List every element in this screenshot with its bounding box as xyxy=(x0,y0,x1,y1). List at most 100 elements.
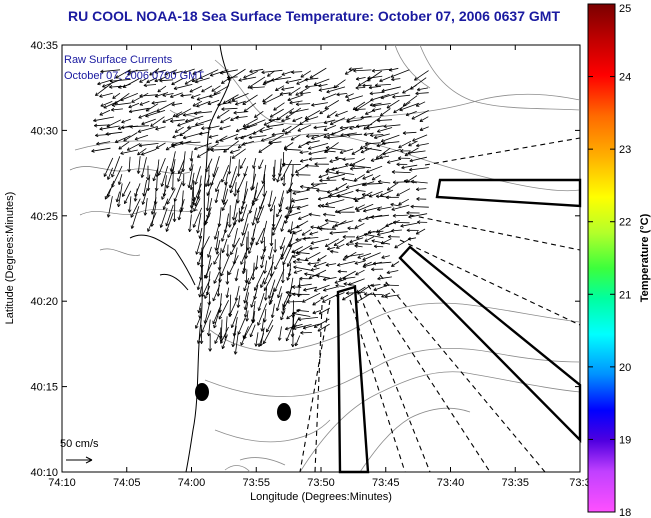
current-vector xyxy=(107,167,113,180)
current-vector-head xyxy=(355,87,359,90)
current-vector xyxy=(266,123,284,128)
current-vector-head xyxy=(308,275,312,279)
current-vector xyxy=(353,197,366,200)
current-vector xyxy=(371,174,381,181)
current-vector xyxy=(197,252,203,266)
current-vector xyxy=(287,255,294,267)
current-vector xyxy=(402,131,417,134)
current-vector xyxy=(296,204,309,210)
current-vector xyxy=(252,167,255,190)
current-vector xyxy=(195,119,212,126)
current-vector-head xyxy=(357,255,361,259)
current-vector xyxy=(210,69,229,76)
current-vector-head xyxy=(250,319,253,323)
current-vector-head xyxy=(248,282,252,285)
current-vector xyxy=(407,150,426,154)
current-vector-head xyxy=(304,79,308,82)
current-vector-head xyxy=(177,123,180,126)
current-vector-head xyxy=(111,109,115,112)
current-vector-head xyxy=(273,174,276,178)
current-vector-head xyxy=(325,262,329,266)
current-vector-head xyxy=(415,91,419,94)
current-vector xyxy=(199,131,210,135)
current-vector xyxy=(261,69,283,73)
current-vector-head xyxy=(217,102,221,106)
current-vector-head xyxy=(365,218,369,220)
current-vector-head xyxy=(374,137,378,140)
current-vector-head xyxy=(174,129,178,133)
current-vector-head xyxy=(377,129,380,132)
current-vector xyxy=(281,125,292,132)
current-vector-head xyxy=(312,310,316,314)
current-vector-head xyxy=(235,101,238,105)
current-vector-head xyxy=(343,282,347,285)
current-vector-head xyxy=(391,207,395,210)
current-vector-head xyxy=(145,116,149,118)
current-vector-head xyxy=(387,160,390,163)
current-vector-head xyxy=(252,165,254,169)
current-vector-head xyxy=(358,220,362,222)
current-vector-head xyxy=(155,145,159,149)
current-vector-head xyxy=(197,309,199,314)
current-vector-head xyxy=(310,225,314,228)
current-vector-head xyxy=(251,304,254,308)
current-vector-head xyxy=(391,171,395,174)
current-vector-head xyxy=(414,77,417,81)
current-vector xyxy=(306,183,321,191)
current-vector-head xyxy=(272,233,276,236)
current-vector xyxy=(242,212,249,236)
current-vector-head xyxy=(293,265,297,268)
current-vector-head xyxy=(355,76,359,80)
current-vector xyxy=(139,77,149,83)
current-vector xyxy=(318,196,330,200)
current-vector xyxy=(286,182,294,194)
current-vector xyxy=(211,85,221,92)
current-vector xyxy=(412,134,428,142)
current-vector xyxy=(279,92,291,95)
current-vector-head xyxy=(194,181,196,185)
current-vector-head xyxy=(150,123,153,127)
current-vector-head xyxy=(271,174,275,178)
current-vector-head xyxy=(276,178,278,183)
current-vector-head xyxy=(177,216,180,221)
current-vector-head xyxy=(249,71,253,74)
current-vector-head xyxy=(122,194,126,197)
current-vector xyxy=(255,182,266,202)
current-vector-head xyxy=(209,94,212,98)
current-vector-head xyxy=(363,183,367,187)
colorbar-tick-label: 24 xyxy=(619,72,631,84)
current-vector-head xyxy=(386,105,389,109)
current-vector-head xyxy=(194,149,198,151)
current-vector-head xyxy=(381,88,385,92)
current-vector xyxy=(215,189,220,203)
current-vector-head xyxy=(394,244,397,248)
current-vector-head xyxy=(190,210,194,214)
current-vector-head xyxy=(190,158,194,162)
current-vector-head xyxy=(159,78,163,82)
current-vector-head xyxy=(323,122,328,125)
current-vector-head xyxy=(331,167,335,171)
current-vector-head xyxy=(330,249,334,252)
current-vector xyxy=(377,119,393,121)
current-vector-head xyxy=(121,125,125,128)
current-vector-head xyxy=(355,189,359,193)
current-vector xyxy=(287,94,303,101)
current-vector xyxy=(160,207,168,228)
current-vector-head xyxy=(373,135,377,139)
current-vector-head xyxy=(226,281,230,285)
current-vector-head xyxy=(382,151,386,155)
scale-label: 50 cm/s xyxy=(60,438,99,450)
current-vector xyxy=(289,100,303,104)
current-vector-head xyxy=(346,121,350,124)
current-vector-head xyxy=(340,134,344,137)
current-vector xyxy=(391,261,400,267)
current-vector-head xyxy=(237,200,240,204)
current-vector xyxy=(372,103,391,107)
current-vector xyxy=(170,119,185,122)
current-vector-head xyxy=(363,232,368,235)
current-vector-head xyxy=(127,169,130,173)
current-vector-head xyxy=(309,248,313,251)
current-vector xyxy=(223,188,229,205)
current-vector-head xyxy=(310,241,314,244)
x-tick-label: 73:50 xyxy=(307,477,335,489)
